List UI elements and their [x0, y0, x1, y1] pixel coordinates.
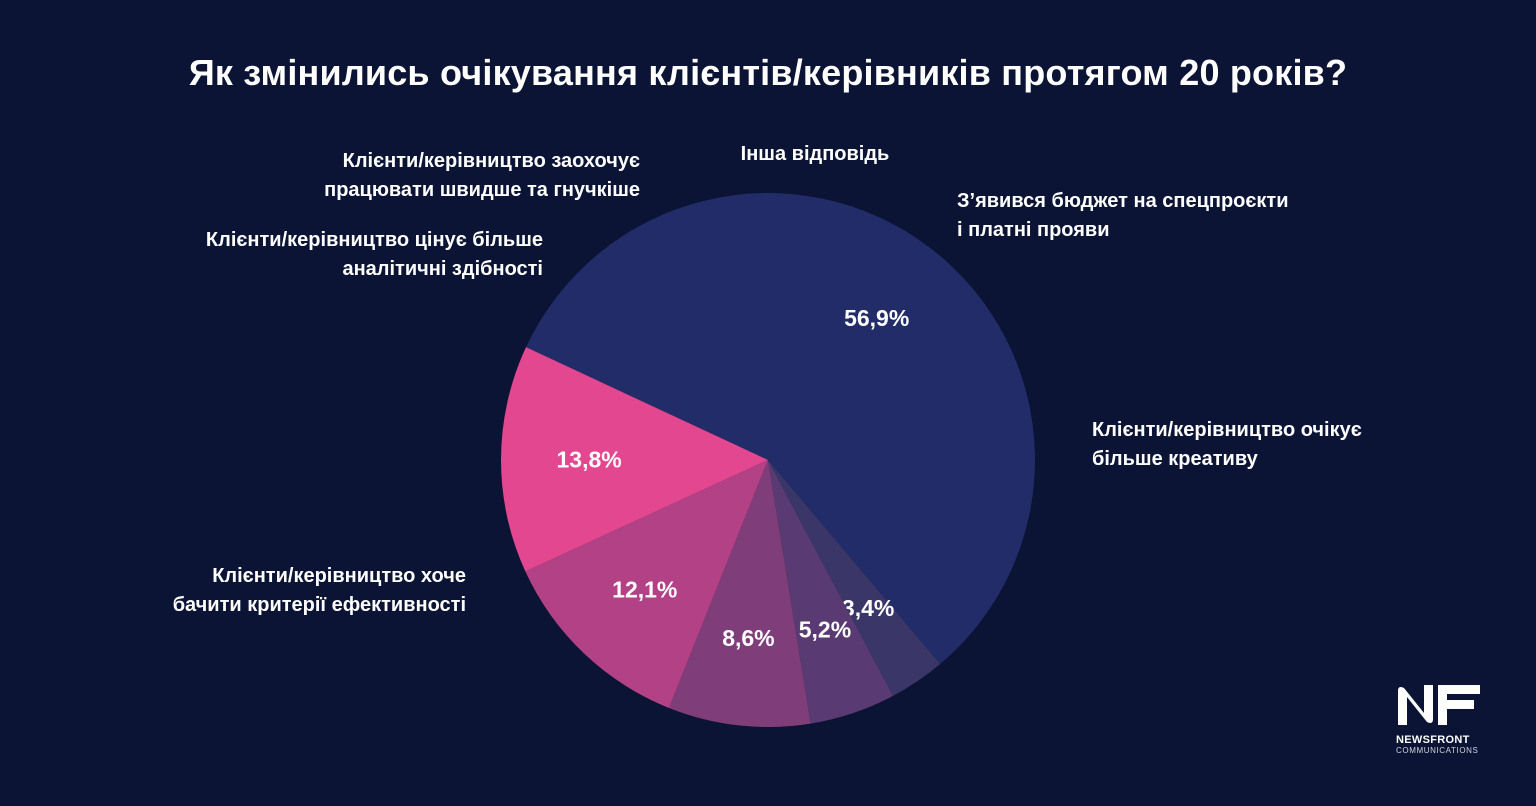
pie-slice-analytics — [768, 460, 941, 696]
category-label-other: Інша відповідь — [700, 140, 930, 169]
category-label-budget: З’явився бюджет на спецпроєкти і платні … — [957, 187, 1289, 245]
slice-value-label: 5,2% — [799, 617, 851, 643]
category-label-line: і платні прояви — [957, 219, 1110, 241]
category-label-line: Клієнти/керівництво хоче — [212, 565, 466, 587]
slice-value-label: 13,8% — [557, 447, 622, 473]
logo-sub-text: COMMUNICATIONS — [1396, 746, 1479, 755]
chart-title: Як змінились очікування клієнтів/керівни… — [188, 52, 1348, 93]
pie-slice-budget — [525, 460, 768, 708]
nf-logo-icon — [1398, 685, 1480, 725]
category-label-faster: Клієнти/керівництво заохочує працювати ш… — [324, 147, 640, 205]
category-label-line: Клієнти/керівництво очікує — [1092, 419, 1362, 441]
category-label-line: Інша відповідь — [740, 143, 890, 165]
pie-slice-efficiency — [526, 192, 1035, 665]
logo-brand-text: NEWSFRONT — [1396, 734, 1470, 746]
category-label-analytics: Клієнти/керівництво цінує більше аналіти… — [206, 226, 543, 284]
category-label-line: бачити критерії ефективності — [172, 594, 466, 616]
slice-value-label: 12,1% — [612, 577, 677, 603]
slice-value-label: 56,9% — [844, 305, 909, 331]
category-label-line: аналітичні здібності — [342, 258, 543, 280]
category-label-line: З’явився бюджет на спецпроєкти — [957, 190, 1289, 212]
category-label-line: Клієнти/керівництво цінує більше — [205, 229, 543, 251]
slice-value-label: 8,6% — [722, 625, 774, 651]
pie-slice-creative — [501, 347, 768, 572]
category-label-line: Клієнти/керівництво заохочує — [342, 150, 640, 172]
category-label-line: працювати швидше та гнучкіше — [324, 179, 640, 201]
category-label-line: більше креативу — [1092, 448, 1258, 470]
newsfront-logo: NEWSFRONT COMMUNICATIONS — [1396, 683, 1482, 755]
pie-slice-faster — [768, 460, 894, 724]
category-label-creative: Клієнти/керівництво очікує більше креати… — [1092, 416, 1362, 474]
pie-slice-other — [669, 460, 811, 727]
category-label-efficiency: Клієнти/керівництво хоче бачити критерії… — [173, 562, 466, 620]
